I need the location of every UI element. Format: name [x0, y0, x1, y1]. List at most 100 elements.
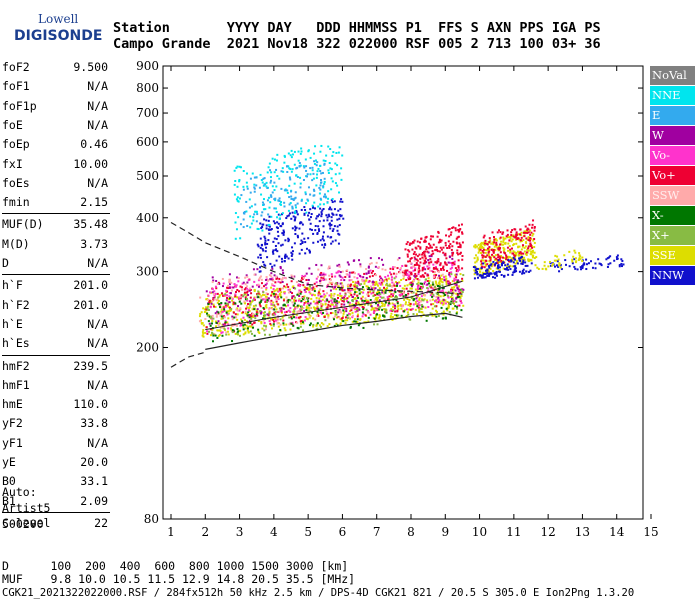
data-point: [306, 282, 309, 285]
data-point: [318, 186, 321, 189]
data-point: [234, 293, 237, 296]
data-point: [455, 276, 458, 279]
data-point: [506, 246, 509, 249]
data-point: [419, 287, 422, 290]
data-point: [312, 286, 315, 289]
data-point: [292, 324, 295, 327]
data-point: [334, 162, 337, 165]
data-point: [435, 267, 438, 270]
data-point: [280, 201, 283, 204]
data-point: [329, 206, 332, 209]
data-point: [250, 205, 253, 208]
data-point: [455, 296, 458, 299]
data-point: [494, 276, 497, 279]
data-point: [199, 296, 202, 299]
data-point: [556, 255, 559, 258]
data-point: [221, 277, 224, 280]
data-point: [495, 267, 498, 270]
data-point: [323, 180, 326, 183]
data-point: [378, 287, 381, 290]
data-point: [365, 285, 368, 288]
data-point: [272, 249, 275, 252]
data-point: [258, 278, 261, 281]
data-point: [323, 246, 326, 249]
data-point: [388, 295, 391, 298]
data-point: [337, 209, 340, 212]
data-point: [265, 279, 268, 282]
data-point: [350, 288, 353, 291]
data-point: [252, 219, 255, 222]
data-point: [339, 271, 342, 274]
y-tick-label: 500: [136, 169, 159, 183]
data-point: [284, 256, 287, 259]
data-point: [304, 193, 307, 196]
data-point: [296, 293, 299, 296]
data-point: [379, 283, 382, 286]
data-point: [336, 283, 339, 286]
data-point: [377, 296, 380, 299]
data-point: [347, 289, 350, 292]
data-point: [460, 294, 463, 297]
data-point: [531, 226, 534, 229]
data-point: [333, 208, 336, 211]
data-point: [459, 273, 462, 276]
data-point: [355, 286, 358, 289]
data-point: [339, 282, 342, 285]
data-point: [218, 303, 221, 306]
data-point: [323, 293, 326, 296]
data-point: [304, 300, 307, 303]
data-point: [344, 293, 347, 296]
data-point: [523, 246, 526, 249]
data-point: [412, 303, 415, 306]
data-point: [266, 171, 269, 174]
data-point: [450, 271, 453, 274]
data-point: [289, 307, 292, 310]
data-point: [299, 284, 302, 287]
data-point: [521, 271, 524, 274]
data-point: [327, 267, 330, 270]
data-point: [392, 305, 395, 308]
data-point: [438, 288, 441, 291]
data-point: [515, 231, 518, 234]
data-point: [264, 299, 267, 302]
data-point: [456, 269, 459, 272]
data-point: [305, 272, 308, 275]
data-point: [503, 274, 506, 277]
data-point: [276, 294, 279, 297]
data-point: [227, 317, 230, 320]
data-point: [442, 300, 445, 303]
data-point: [265, 292, 268, 295]
data-point: [361, 295, 364, 298]
data-point: [315, 263, 318, 266]
data-point: [280, 291, 283, 294]
data-point: [211, 281, 214, 284]
data-point: [290, 280, 293, 283]
data-point: [354, 288, 357, 291]
data-point: [208, 299, 211, 302]
data-point: [430, 303, 433, 306]
data-point: [477, 251, 480, 254]
data-point: [380, 296, 383, 299]
data-point: [327, 145, 330, 148]
data-point: [482, 272, 485, 275]
param-value: 3.73: [80, 236, 108, 251]
data-point: [374, 294, 377, 297]
data-point: [330, 199, 333, 202]
data-point: [354, 297, 357, 300]
data-point: [333, 200, 336, 203]
data-point: [459, 299, 462, 302]
data-point: [264, 241, 267, 244]
data-point: [348, 275, 351, 278]
param-value: 110.0: [73, 397, 108, 412]
data-point: [432, 270, 435, 273]
data-point: [350, 283, 353, 286]
data-point: [407, 260, 410, 263]
data-point: [320, 305, 323, 308]
data-point: [322, 275, 325, 278]
data-point: [512, 250, 515, 253]
data-point: [396, 284, 399, 287]
data-point: [217, 320, 220, 323]
data-point: [418, 301, 421, 304]
data-point: [480, 275, 483, 278]
data-point: [214, 285, 217, 288]
